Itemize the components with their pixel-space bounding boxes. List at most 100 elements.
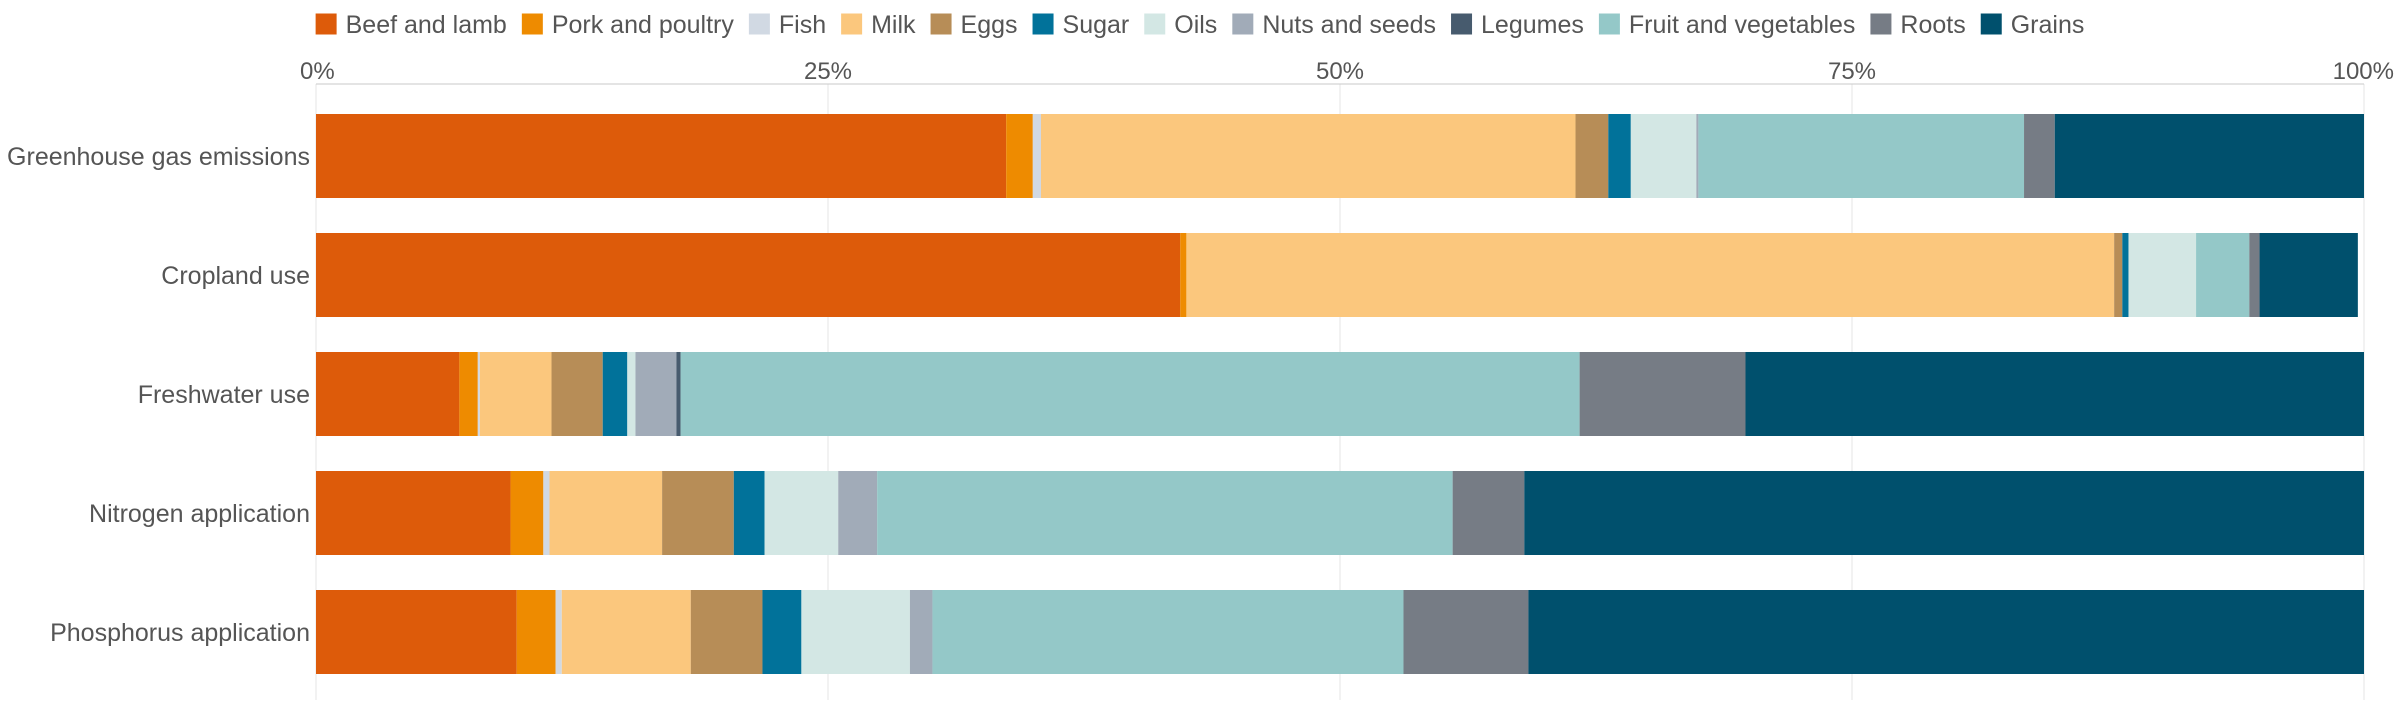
category-label: Freshwater use [138,381,310,409]
legend-swatch [1144,13,1166,35]
bar-segment [549,471,663,555]
bar-segment [1032,114,1041,198]
bar-segment [733,471,765,555]
legend-swatch [930,13,952,35]
legend-swatch [1598,13,1620,35]
legend-label: Milk [871,11,916,39]
bar-segment [543,471,550,555]
x-tick-label: 25% [804,58,852,85]
bar-segment [1528,590,2364,674]
bar-segment [2114,233,2123,317]
legend-label: Beef and lamb [346,11,507,39]
category-label: Cropland use [161,262,310,290]
x-tick-label: 100% [2333,58,2394,85]
legend-item: Oils [1144,11,1217,39]
legend-swatch [841,13,863,35]
bar-segment [316,590,517,674]
bar-segment [602,352,628,436]
x-tick-label: 50% [1316,58,1364,85]
legend-label: Eggs [961,11,1018,39]
legend-item: Pork and poultry [521,11,735,39]
bar-segment [1006,114,1033,198]
bar-segment [316,352,460,436]
bar-segment [1186,233,2115,317]
legend-label: Oils [1174,11,1217,39]
legend-item: Milk [841,11,916,39]
legend-label: Fish [779,11,826,39]
bar-segment [2054,114,2364,198]
bar-segment [1698,114,2025,198]
bar-segment [1524,471,2364,555]
bar-segment [680,352,1580,436]
bar-segment [627,352,636,436]
legend-item: Fish [748,11,826,39]
legend-label: Pork and poultry [552,11,735,39]
bar-segment [1608,114,1631,198]
legend-swatch [1870,13,1892,35]
bar-segment [690,590,763,674]
category-label: Greenhouse gas emissions [7,143,310,171]
bar-segment [516,590,556,674]
bar-segment [459,352,478,436]
legend-item: Nuts and seeds [1232,11,1436,39]
bar-segment [1745,352,2364,436]
legend-swatch [1232,13,1254,35]
bar-segment [676,352,681,436]
bar-segment [1180,233,1187,317]
bar-segment [909,590,933,674]
legend-label: Legumes [1481,11,1584,39]
legend-swatch [521,13,543,35]
legend-item: Fruit and vegetables [1598,11,1856,39]
legend-item: Legumes [1451,11,1584,39]
legend-swatch [748,13,770,35]
bars [316,114,2364,674]
bar-segment [2128,233,2197,317]
bar-segment [762,590,802,674]
bar-segment [316,233,1181,317]
legend-item: Roots [1870,11,1966,39]
bar-segment [316,114,1007,198]
bar-segment [316,471,511,555]
y-axis: Greenhouse gas emissions Cropland use Fres… [7,143,310,647]
bar-segment [555,590,562,674]
bar-segment [561,590,691,674]
bar-segment [877,471,1453,555]
bar-segment [801,590,910,674]
legend-swatch [1451,13,1473,35]
bar-segment [2259,233,2358,317]
category-label: Phosphorus application [50,619,310,647]
bar-segment [479,352,552,436]
legend: Beef and lamb Pork and poultry Fish Milk Egg… [315,11,2085,39]
category-label: Nitrogen application [89,500,310,528]
bar-segment [635,352,677,436]
legend-swatch [315,13,337,35]
bar-segment [932,590,1404,674]
bar-segment [477,352,480,436]
bar-segment [662,471,734,555]
bar-segment [1040,114,1576,198]
legend-item: Sugar [1032,11,1130,39]
legend-item: Eggs [930,11,1018,39]
bar-segment [1403,590,1529,674]
bar-segment [764,471,839,555]
x-axis: 0% 25% 50% 75% 100% [300,58,2394,85]
x-tick-label: 75% [1828,58,1876,85]
bar-segment [838,471,878,555]
legend-swatch [1980,13,2002,35]
bar-segment [1630,114,1697,198]
legend-label: Sugar [1063,11,1130,39]
bar-segment [2196,233,2250,317]
bar-segment [1696,114,1699,198]
bar-segment [1452,471,1525,555]
legend-item: Beef and lamb [315,11,507,39]
bar-segment [1579,352,1746,436]
bar-segment [1575,114,1609,198]
bar-segment [2024,114,2055,198]
legend-item: Grains [1980,11,2085,39]
bar-segment [2122,233,2129,317]
bar-segment [510,471,544,555]
legend-label: Grains [2011,11,2085,39]
legend-label: Fruit and vegetables [1629,11,1856,39]
